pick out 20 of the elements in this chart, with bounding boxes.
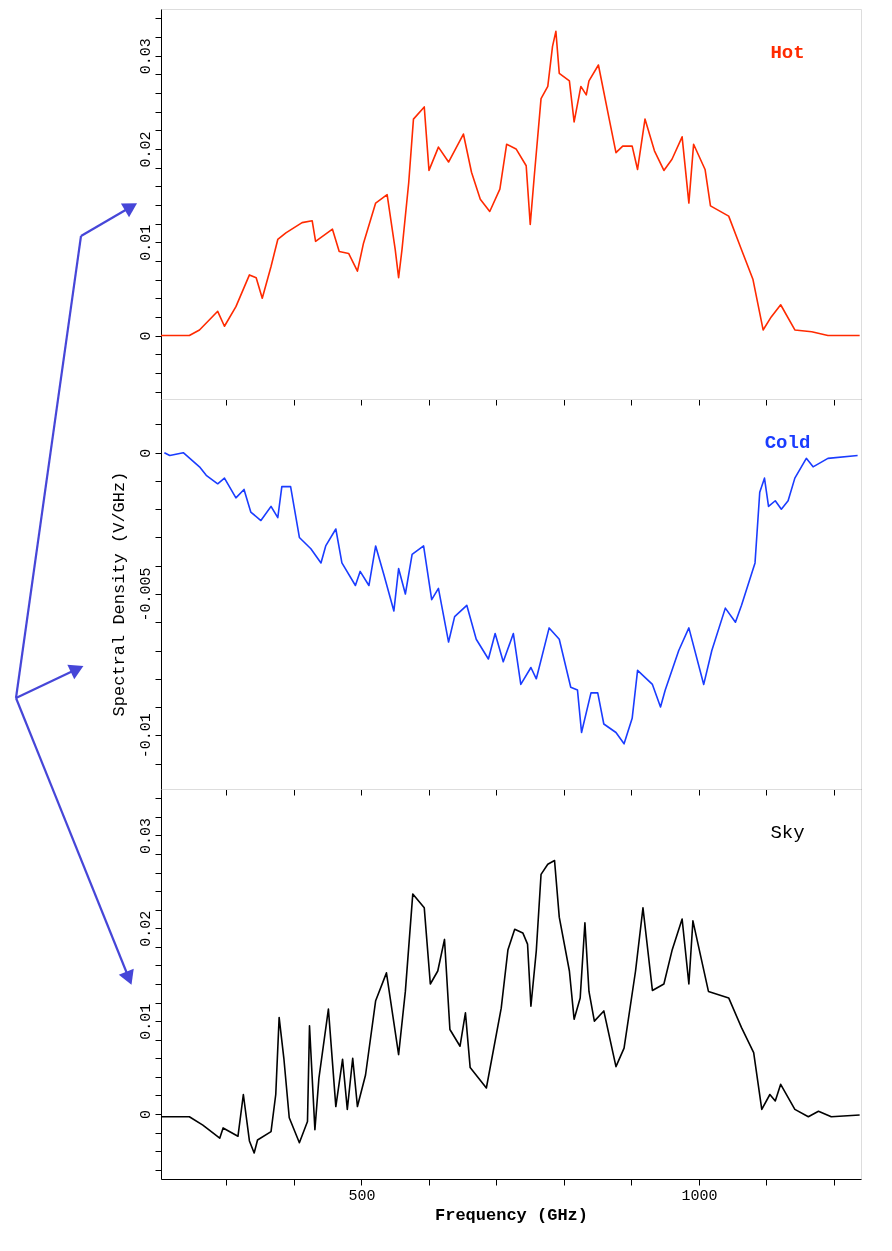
line-series — [163, 451, 859, 745]
y-tick-label: 0.01 — [137, 224, 155, 261]
y-tick-label: -0.005 — [137, 567, 155, 622]
y-tick-label: 0.02 — [137, 131, 155, 168]
text: Sky — [770, 821, 805, 844]
series-label: Cold — [764, 431, 811, 454]
text: Hot — [770, 41, 805, 64]
y-tick-label: 0 — [137, 448, 155, 458]
y-tick-label: 0.02 — [137, 910, 155, 947]
y-tick-label: 0 — [137, 1109, 155, 1120]
y-axis-title: Spectral Density (V/GHz) — [110, 471, 129, 717]
line-series — [161, 30, 861, 337]
x-tick-label: 1000 — [681, 1187, 718, 1205]
y-tick-label: 0.03 — [137, 38, 155, 75]
x-tick-label: 500 — [348, 1187, 376, 1205]
y-tick-label: -0.01 — [137, 713, 155, 759]
y-tick-label: 0.01 — [137, 1003, 155, 1040]
x-axis-title: Frequency (GHz) — [434, 1205, 589, 1225]
y-tick-label: 0 — [137, 331, 155, 341]
y-tick-label: 0.03 — [137, 817, 155, 854]
